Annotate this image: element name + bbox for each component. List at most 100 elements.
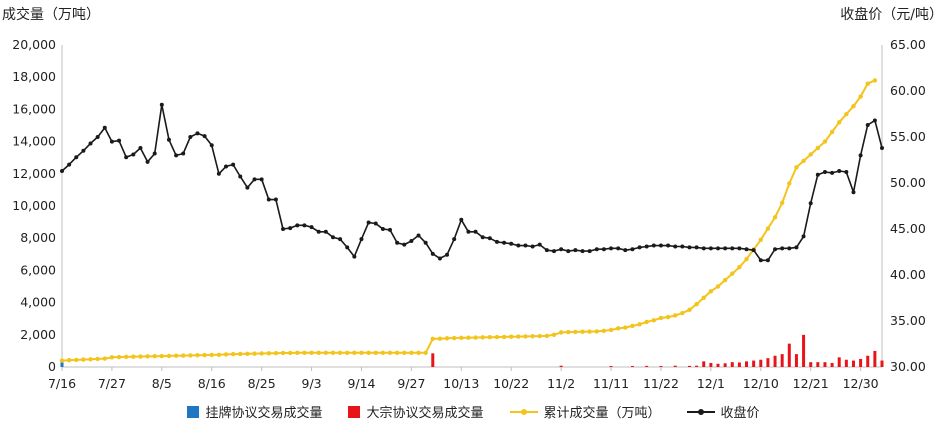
- block-volume-bar: [773, 355, 777, 367]
- cumulative-volume-point: [59, 358, 65, 363]
- cumulative-volume-point: [772, 215, 778, 220]
- closing-price-point: [509, 241, 514, 246]
- block-volume-bar: [794, 354, 798, 367]
- closing-price-point: [60, 169, 64, 174]
- cumulative-volume-point: [730, 271, 735, 276]
- cumulative-volume-point: [230, 351, 236, 357]
- closing-price-point: [437, 256, 442, 261]
- x-tick-label: 9/27: [397, 376, 425, 391]
- cumulative-volume-point: [145, 354, 150, 359]
- legend-swatch-cumulative-volume: [509, 407, 538, 417]
- right-tick-label: 65.00: [890, 37, 926, 52]
- x-tick-label: 9/14: [347, 376, 375, 391]
- closing-price-point: [166, 137, 171, 142]
- cumulative-volume-point: [337, 350, 343, 356]
- closing-price-point: [238, 174, 243, 179]
- closing-price-point: [188, 135, 193, 139]
- closing-price-point: [658, 243, 663, 248]
- closing-price-point: [416, 233, 421, 238]
- closing-price-point: [95, 135, 100, 139]
- cumulative-volume-point: [544, 333, 550, 339]
- cumulative-volume-point: [245, 351, 250, 356]
- left-tick-label: 4,000: [20, 295, 56, 310]
- left-axis-title: 成交量（万吨）: [2, 7, 100, 23]
- block-volume-bar: [880, 360, 884, 367]
- closing-price-point: [830, 170, 835, 175]
- cumulative-volume-point: [509, 334, 514, 339]
- closing-price-point: [288, 226, 293, 231]
- closing-price-point: [473, 229, 478, 234]
- cumulative-volume-point: [287, 350, 293, 356]
- legend-swatch-listed-volume: [187, 405, 200, 418]
- closing-price-point: [74, 155, 79, 160]
- cumulative-volume-point: [858, 94, 863, 99]
- cumulative-volume-point: [295, 350, 300, 356]
- cumulative-volume-point: [316, 350, 321, 356]
- closing-price-point: [544, 248, 549, 253]
- listed-volume-bars: [60, 361, 64, 367]
- cumulative-volume-point: [95, 356, 100, 362]
- block-volume-bar: [780, 354, 784, 367]
- legend-label-block-volume: 大宗协议交易成交量: [366, 406, 484, 421]
- closing-price-point: [808, 201, 813, 206]
- closing-price-point: [580, 249, 585, 254]
- cumulative-volume-point: [558, 330, 564, 335]
- closing-price-point: [487, 236, 492, 241]
- closing-price-point: [716, 246, 720, 251]
- cumulative-volume-point: [345, 350, 350, 356]
- block-volume-bar: [802, 334, 806, 367]
- cumulative-volume-point: [687, 307, 692, 313]
- closing-price-point: [758, 258, 763, 263]
- closing-price-point: [138, 146, 143, 151]
- cumulative-volume-point: [273, 350, 279, 356]
- cumulative-volume-point: [66, 358, 72, 363]
- cumulative-volume-point: [516, 334, 521, 339]
- cumulative-volume-point: [594, 329, 599, 334]
- cumulative-volume-point: [459, 335, 464, 341]
- cumulative-volume-point: [865, 81, 870, 86]
- cumulative-volume-point: [373, 350, 378, 356]
- closing-price-point: [502, 240, 507, 245]
- closing-price-point: [224, 164, 228, 169]
- x-tick-label: 8/16: [198, 376, 226, 391]
- cumulative-volume-point: [530, 334, 535, 339]
- closing-price-point: [159, 102, 164, 107]
- closing-price-point: [694, 245, 699, 250]
- block-volume-bar: [630, 366, 634, 367]
- x-tick-label: 8/25: [248, 376, 276, 391]
- closing-price-point: [494, 239, 499, 244]
- x-tick-label: 8/5: [152, 376, 172, 391]
- cumulative-volume-point: [195, 353, 200, 358]
- cumulative-volume-point: [409, 350, 414, 356]
- closing-price-point: [523, 243, 528, 248]
- cumulative-volume-point: [701, 295, 706, 300]
- cumulative-volume-point: [573, 329, 578, 335]
- x-tick-label: 10/13: [443, 376, 479, 391]
- cumulative-volume-point: [102, 356, 107, 361]
- cumulative-volume-point: [779, 200, 785, 205]
- cumulative-volume-point: [216, 352, 222, 357]
- right-tick-label: 40.00: [890, 267, 926, 282]
- cumulative-volume-point: [608, 327, 614, 333]
- cumulative-volume-point: [280, 350, 286, 356]
- closing-price-point: [559, 247, 564, 252]
- cumulative-volume-point: [673, 313, 678, 318]
- block-volume-bar: [659, 366, 663, 367]
- closing-price-point: [202, 134, 207, 139]
- cumulative-volume-point: [837, 120, 842, 125]
- closing-price-point: [359, 237, 364, 242]
- closing-price-point: [573, 248, 578, 253]
- cumulative-volume-point: [744, 256, 749, 262]
- legend-label-closing-price: 收盘价: [720, 406, 760, 421]
- closing-price-point: [323, 229, 328, 234]
- cumulative-volume-point: [437, 336, 443, 341]
- closing-price-point: [152, 151, 157, 156]
- closing-price-point: [787, 246, 792, 251]
- closing-price-point: [480, 235, 485, 240]
- cumulative-volume-point: [765, 226, 771, 231]
- closing-price-point: [181, 151, 186, 156]
- closing-price-point: [801, 234, 806, 239]
- legend: 挂牌协议交易成交量 大宗协议交易成交量 累计成交量（万吨） 收盘价: [0, 402, 947, 421]
- cumulative-volume-point: [81, 357, 86, 362]
